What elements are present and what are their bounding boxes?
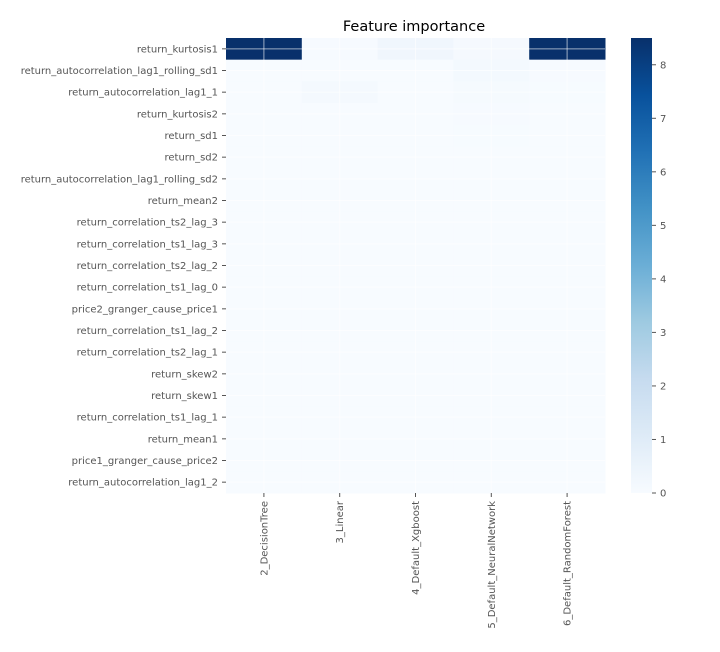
row-label: return_kurtosis2 — [137, 109, 218, 120]
row-label: return_correlation_ts1_lag_1 — [77, 413, 218, 424]
row-label: return_correlation_ts1_lag_0 — [77, 283, 218, 294]
row-label: return_correlation_ts1_lag_3 — [77, 239, 218, 250]
row-label: return_correlation_ts1_lag_2 — [77, 326, 218, 337]
row-label: return_correlation_ts2_lag_3 — [77, 218, 218, 229]
colorbar-tick-label: 8 — [660, 60, 666, 71]
row-label: return_autocorrelation_lag1_2 — [68, 478, 218, 489]
colorbar-tick-label: 2 — [660, 381, 666, 392]
colorbar-tick-label: 1 — [660, 435, 666, 446]
row-label: return_autocorrelation_lag1_1 — [68, 88, 218, 99]
heatmap-grid — [226, 38, 605, 493]
column-label: 6_Default_RandomForest — [563, 501, 574, 626]
row-labels: return_kurtosis1 return_autocorrelation_l… — [21, 44, 226, 489]
column-label: 3_Linear — [335, 500, 346, 543]
row-label: return_correlation_ts2_lag_1 — [77, 348, 218, 359]
row-label: return_mean2 — [148, 196, 218, 207]
row-label: return_skew2 — [151, 369, 218, 380]
row-label: return_correlation_ts2_lag_2 — [77, 261, 218, 272]
column-label: 2_DecisionTree — [259, 501, 270, 576]
column-label: 5_Default_NeuralNetwork — [487, 501, 498, 629]
column-label: 4_Default_Xgboost — [411, 501, 422, 595]
row-label: return_autocorrelation_lag1_rolling_sd2 — [21, 174, 218, 185]
colorbar-tick-label: 5 — [660, 221, 666, 232]
row-label: return_skew1 — [151, 391, 218, 402]
row-label: return_sd1 — [165, 131, 219, 142]
column-labels: 2_DecisionTree 3_Linear 4_Default_Xgboost 5… — [259, 493, 574, 629]
row-label: return_mean1 — [148, 434, 218, 445]
row-label: return_sd2 — [165, 153, 219, 164]
colorbar-tick-label: 4 — [660, 274, 666, 285]
colorbar-tick-label: 3 — [660, 328, 666, 339]
row-label: return_autocorrelation_lag1_rolling_sd1 — [21, 66, 218, 77]
row-label: return_kurtosis1 — [137, 44, 218, 55]
chart-title: Feature importance — [343, 19, 485, 35]
colorbar-tick-label: 7 — [660, 114, 666, 125]
row-label: price1_granger_cause_price2 — [72, 456, 218, 467]
colorbar-tick-label: 6 — [660, 167, 666, 178]
colorbar-ticks: 0 1 2 3 4 5 6 7 8 — [652, 60, 666, 500]
colorbar — [631, 38, 652, 493]
colorbar-tick-label: 0 — [660, 489, 666, 500]
row-label: price2_granger_cause_price1 — [72, 304, 218, 315]
